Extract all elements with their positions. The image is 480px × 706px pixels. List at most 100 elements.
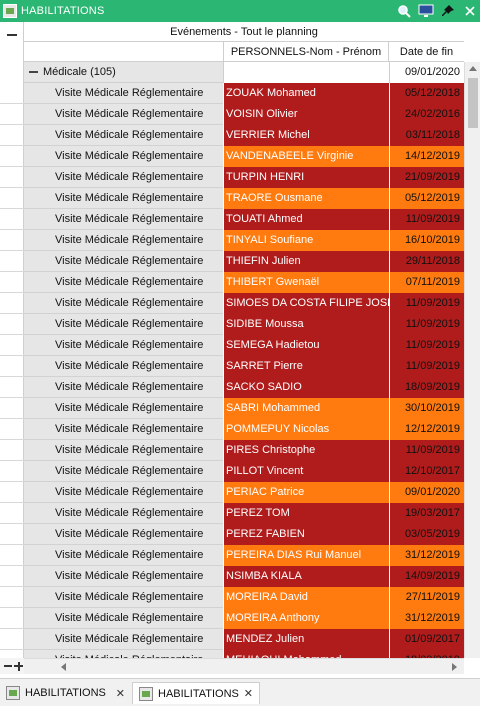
gutter-row [0,167,24,188]
table-row[interactable]: Visite Médicale Réglementaire TINYALI Sou… [24,230,464,251]
gutter-row [0,293,24,314]
gutter-row [0,377,24,398]
gutter-row [0,398,24,419]
gutter-row [0,545,24,566]
table-row[interactable]: Visite Médicale Réglementaire PEREZ FABIE… [24,524,464,545]
tab-app-icon [139,686,153,701]
event-cell: Visite Médicale Réglementaire [24,650,223,658]
event-cell: Visite Médicale Réglementaire [24,209,223,230]
table-row[interactable]: Visite Médicale Réglementaire VERRIER Mic… [24,125,464,146]
tab-bar: HABILITATIONS ✕ HABILITATIONS ✕ [0,678,480,706]
name-cell: SIMOES DA COSTA FILIPE JOSE [223,293,389,314]
tab-habilitations-1[interactable]: HABILITATIONS ✕ [0,682,131,704]
event-cell: Visite Médicale Réglementaire [24,377,223,398]
table-row[interactable]: Visite Médicale Réglementaire THIEFIN Jul… [24,251,464,272]
plus-icon-vertical[interactable] [17,661,20,671]
group-row-medicale[interactable]: Médicale (105) 09/01/2020 [24,62,464,83]
event-cell: Visite Médicale Réglementaire [24,188,223,209]
name-cell: THIBERT Gwenaël [223,272,389,293]
name-cell: TOUATI Ahmed [223,209,389,230]
date-cell: 14/12/2019 [389,146,464,167]
event-cell: Visite Médicale Réglementaire [24,293,223,314]
name-cell: PERIAC Patrice [223,482,389,503]
gutter-row [0,335,24,356]
event-cell: Visite Médicale Réglementaire [24,272,223,293]
table-row[interactable]: Visite Médicale Réglementaire PILLOT Vinc… [24,461,464,482]
table-row[interactable]: Visite Médicale Réglementaire PERIAC Patr… [24,482,464,503]
table-row[interactable]: Visite Médicale Réglementaire SABRI Moham… [24,398,464,419]
header-columns: PERSONNELS-Nom - Prénom Date de fin [24,42,464,62]
table-row[interactable]: Visite Médicale Réglementaire PIRES Chris… [24,440,464,461]
name-cell: PEREIRA DIAS Rui Manuel [223,545,389,566]
table-row[interactable]: Visite Médicale Réglementaire PEREIRA DIA… [24,545,464,566]
header-group-title: Evénements - Tout le planning [24,22,464,42]
table-row[interactable]: Visite Médicale Réglementaire MOREIRA Ant… [24,608,464,629]
scroll-right-icon[interactable] [452,663,457,671]
event-cell: Visite Médicale Réglementaire [24,335,223,356]
vertical-scrollbar[interactable] [464,62,480,658]
horizontal-scrollbar[interactable] [24,658,464,674]
gutter-row [0,209,24,230]
gutter-row [0,503,24,524]
column-header-name[interactable]: PERSONNELS-Nom - Prénom [223,42,389,62]
table-row[interactable]: Visite Médicale Réglementaire TOUATI Ahme… [24,209,464,230]
table-row[interactable]: Visite Médicale Réglementaire SEMEGA Hadi… [24,335,464,356]
date-cell: 12/12/2019 [389,419,464,440]
date-cell: 03/05/2019 [389,524,464,545]
date-cell: 27/11/2019 [389,587,464,608]
name-cell: ZOUAK Mohamed [223,83,389,104]
table-row[interactable]: Visite Médicale Réglementaire SACKO SADIO… [24,377,464,398]
table-row[interactable]: Visite Médicale Réglementaire SIDIBE Mous… [24,314,464,335]
gutter-row [0,482,24,503]
scroll-left-icon[interactable] [61,663,66,671]
date-cell: 31/12/2019 [389,608,464,629]
collapse-group-icon[interactable] [29,71,38,73]
tab-close-icon[interactable]: ✕ [243,688,253,700]
scroll-thumb[interactable] [468,78,478,128]
gutter-row [0,104,24,125]
column-header-date[interactable]: Date de fin [399,46,454,58]
table-row[interactable]: Visite Médicale Réglementaire MOREIRA Dav… [24,587,464,608]
table-row[interactable]: Visite Médicale Réglementaire POMMEPUY Ni… [24,419,464,440]
table-row[interactable]: Visite Médicale RéglementaireMEHIAOUI Mo… [24,650,464,658]
name-cell: SEMEGA Hadietou [223,335,389,356]
event-cell: Visite Médicale Réglementaire [24,503,223,524]
name-cell: PILLOT Vincent [223,461,389,482]
date-cell: 03/11/2018 [389,125,464,146]
event-cell: Visite Médicale Réglementaire [24,524,223,545]
date-cell: 24/02/2016 [389,104,464,125]
name-cell: VERRIER Michel [223,125,389,146]
minus-icon[interactable] [4,665,12,667]
planning-grid: Evénements - Tout le planning PERSONNELS… [24,22,480,658]
gutter-row [0,587,24,608]
tab-close-icon[interactable]: ✕ [115,687,125,700]
pin-icon[interactable] [438,2,458,20]
table-row[interactable]: Visite Médicale Réglementaire VOISIN Oliv… [24,104,464,125]
collapse-all-icon[interactable] [7,34,17,36]
date-cell: 11/09/2019 [389,209,464,230]
table-row[interactable]: Visite Médicale Réglementaire VANDENABEEL… [24,146,464,167]
name-cell: THIEFIN Julien [223,251,389,272]
date-cell: 14/09/2019 [389,566,464,587]
tab-habilitations-2[interactable]: HABILITATIONS ✕ [132,682,260,704]
monitor-icon[interactable] [416,2,436,20]
event-cell: Visite Médicale Réglementaire [24,587,223,608]
event-cell: Visite Médicale Réglementaire [24,251,223,272]
scroll-up-icon[interactable] [469,66,477,71]
event-cell: Visite Médicale Réglementaire [24,230,223,251]
table-row[interactable]: Visite Médicale Réglementaire TURPIN HENR… [24,167,464,188]
table-row[interactable]: Visite Médicale Réglementaire MENDEZ Juli… [24,629,464,650]
table-row[interactable]: Visite Médicale Réglementaire SARRET Pier… [24,356,464,377]
table-row[interactable]: Visite Médicale Réglementaire SIMOES DA C… [24,293,464,314]
search-icon[interactable] [394,2,414,20]
table-row[interactable]: Visite Médicale Réglementaire PEREZ TOM 19… [24,503,464,524]
table-row[interactable]: Visite Médicale Réglementaire TRAORE Ousm… [24,188,464,209]
table-row[interactable]: Visite Médicale Réglementaire NSIMBA KIAL… [24,566,464,587]
date-cell: 18/09/2019 [389,650,464,658]
close-icon[interactable] [460,2,480,20]
table-row[interactable]: Visite Médicale Réglementaire ZOUAK Moham… [24,83,464,104]
table-row[interactable]: Visite Médicale Réglementaire THIBERT Gwe… [24,272,464,293]
event-cell: Visite Médicale Réglementaire [24,314,223,335]
date-cell: 09/01/2020 [389,482,464,503]
name-cell: TRAORE Ousmane [223,188,389,209]
